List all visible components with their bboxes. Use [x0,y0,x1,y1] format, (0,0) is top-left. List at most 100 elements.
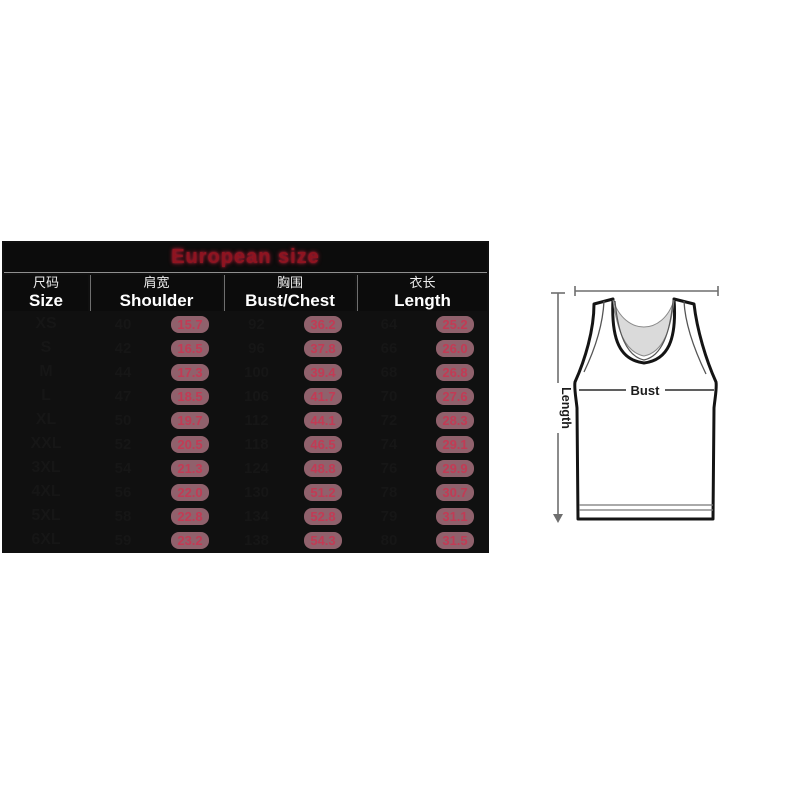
size-cell: M [39,363,53,380]
left-armhole-binding [583,300,605,373]
shoulder-in-value: 19.7 [171,411,209,429]
shoulder-cm-cell: 40 [114,315,132,333]
shoulder-cm-cell: 56 [114,483,132,501]
shoulder-in-cell: 17.3 [158,361,222,383]
shoulder-in-value: 22.0 [171,483,209,501]
length-in-cell: 29.9 [423,457,487,479]
shoulder-cm-cell: 47 [114,387,132,405]
size-cell: XXL [30,435,62,452]
shoulder-in-cell: 23.2 [158,529,222,551]
hem-stitch-lines [579,504,713,511]
bust-in-value: 52.8 [304,507,342,525]
shoulder-cm-cell: 44 [114,363,132,381]
shoulder-in-cell: 19.7 [158,409,222,431]
length-in-cell: 26.0 [423,337,487,359]
length-label-backing [551,383,566,433]
length-in-value: 29.1 [436,435,474,453]
shoulder-cm-cell: 52 [114,435,132,453]
length-cm-cell: 70 [380,387,398,405]
header-size-en: Size [28,290,64,310]
bust-in-value: 44.1 [304,411,342,429]
shoulder-cm-cell: 58 [114,507,132,525]
length-in-cell: 30.7 [423,481,487,503]
bust-cm-cell: 92 [248,315,265,333]
bust-in-value: 37.8 [304,339,342,357]
header-length-cn: 衣长 [409,275,436,291]
right-armhole-binding [683,300,707,375]
bust-cm-cell: 118 [244,435,269,453]
bust-in-cell: 48.8 [291,457,355,479]
length-in-cell: 25.2 [423,313,487,335]
shoulder-in-value: 15.7 [171,315,209,333]
length-cm-cell: 66 [380,339,398,357]
tank-silhouette [573,297,718,521]
shoulder-in-value: 18.5 [171,387,209,405]
size-cell: 4XL [31,483,61,500]
bust-in-value: 36.2 [304,315,342,333]
header-length-en: Length [394,290,451,310]
header-shoulder-cn: 肩宽 [143,275,170,291]
bust-in-value: 41.7 [304,387,342,405]
length-in-value: 30.7 [436,483,474,501]
bust-in-cell: 44.1 [291,409,355,431]
bust-in-cell: 51.2 [291,481,355,503]
size-cell: L [41,387,51,404]
column-header-bust: 胸围 Bust/Chest [224,275,355,311]
bust-in-value: 39.4 [304,363,342,381]
bust-in-cell: 39.4 [291,361,355,383]
length-in-cell: 28.3 [423,409,487,431]
length-arrowhead [553,514,563,523]
bust-cm-cell: 100 [243,363,270,381]
shoulder-in-value: 17.3 [171,363,209,381]
bust-cm-cell: 112 [244,411,269,429]
length-in-cell: 31.1 [423,505,487,527]
column-header-length: 衣长 Length [357,275,487,311]
shoulder-cm-cell: 59 [114,531,132,549]
length-in-cell: 27.6 [423,385,487,407]
length-in-value: 29.9 [436,459,474,477]
bust-cm-cell: 106 [243,387,270,405]
bust-cm-cell: 96 [248,339,265,357]
length-label: Length [559,387,573,429]
length-in-cell: 31.5 [423,529,487,551]
length-cm-cell: 76 [380,459,398,477]
length-cm-cell: 64 [380,315,398,333]
bust-in-value: 54.3 [304,531,342,549]
length-cm-cell: 74 [380,435,398,453]
header-bust-en: Bust/Chest [245,290,335,310]
size-table-grid: European size 尺码 Size 肩宽 Shoulder 胸围 Bus… [2,241,489,553]
table-title: European size [171,246,320,268]
size-cell: XL [35,411,57,428]
shoulder-in-value: 16.5 [171,339,209,357]
size-cell: XS [35,315,57,332]
shoulder-in-cell: 22.0 [158,481,222,503]
shoulder-in-cell: 15.7 [158,313,222,335]
bust-cm-cell: 134 [243,507,270,525]
shoulder-cm-cell: 54 [114,459,132,477]
shoulder-in-value: 22.8 [171,507,209,525]
table-title-bar: European size [4,243,487,273]
column-header-size: 尺码 Size [4,275,88,311]
bust-in-cell: 41.7 [291,385,355,407]
bust-in-cell: 37.8 [291,337,355,359]
size-cell: 3XL [31,459,61,476]
bust-in-value: 51.2 [304,483,342,501]
shoulder-in-cell: 20.5 [158,433,222,455]
length-cm-cell: 72 [380,411,398,429]
column-header-shoulder: 肩宽 Shoulder [90,275,222,311]
bust-in-cell: 46.5 [291,433,355,455]
shoulder-in-cell: 18.5 [158,385,222,407]
length-in-cell: 26.8 [423,361,487,383]
shoulder-in-value: 23.2 [171,531,209,549]
bust-label: Bust [631,383,661,398]
size-cell: 5XL [31,507,61,524]
length-in-value: 31.1 [436,507,474,525]
length-in-value: 28.3 [436,411,474,429]
shoulder-cm-cell: 50 [114,411,132,429]
length-in-value: 26.0 [436,339,474,357]
bust-in-cell: 54.3 [291,529,355,551]
size-chart-table: European size 尺码 Size 肩宽 Shoulder 胸围 Bus… [2,241,489,553]
length-in-value: 25.2 [436,315,474,333]
bust-cm-cell: 130 [243,483,270,501]
